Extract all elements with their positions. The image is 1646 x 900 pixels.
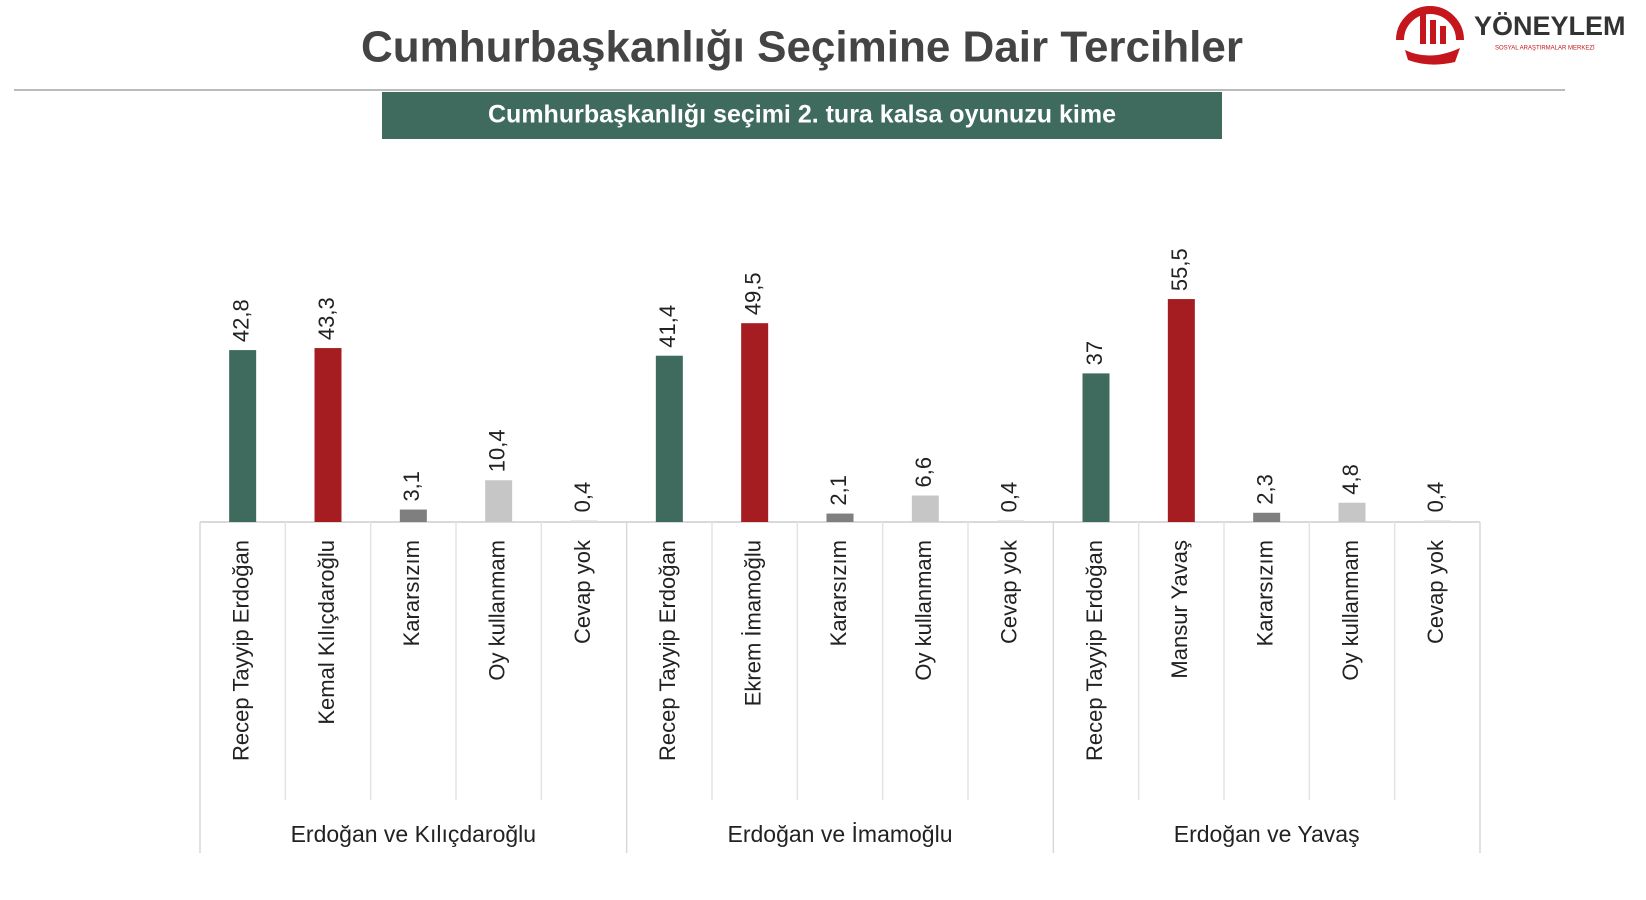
value-label: 42,8 [228, 299, 253, 342]
value-label: 2,1 [826, 475, 851, 506]
logo-hand [1405, 48, 1460, 65]
x-tick-label: Oy kullanmam [1338, 540, 1363, 681]
logo-arc [1396, 6, 1464, 41]
value-label: 0,4 [570, 482, 595, 513]
bar [826, 513, 854, 522]
logo: YÖNEYLEM SOSYAL ARAŞTIRMALAR MERKEZİ [1396, 6, 1626, 65]
x-tick-label: Kararsızım [399, 540, 424, 646]
value-label: 43,3 [314, 297, 339, 340]
subtitle-box [382, 92, 1222, 139]
x-tick-label: Cevap yok [996, 539, 1021, 644]
value-label: 0,4 [996, 482, 1021, 513]
group-label: Erdoğan ve Kılıçdaroğlu [291, 821, 537, 847]
bar [1167, 299, 1195, 522]
x-tick-label: Ekrem İmamoğlu [740, 540, 765, 706]
bar [570, 520, 598, 522]
bar [1338, 502, 1366, 522]
bar [1082, 373, 1110, 522]
x-tick-label: Kemal Kılıçdaroğlu [314, 540, 339, 725]
x-tick-label: Cevap yok [1423, 539, 1448, 644]
chart-subtitle: Cumhurbaşkanlığı seçimi 2. tura kalsa oy… [488, 101, 1116, 129]
value-label: 41,4 [655, 305, 680, 348]
x-tick-label: Mansur Yavaş [1167, 540, 1192, 679]
value-label: 49,5 [740, 272, 765, 315]
x-tick-label: Recep Tayyip Erdoğan [228, 540, 253, 761]
value-label: 0,4 [1423, 482, 1448, 513]
bar [1253, 512, 1281, 522]
bar [741, 323, 769, 522]
value-label: 37 [1082, 341, 1107, 365]
x-tick-label: Oy kullanmam [484, 540, 509, 681]
bar [1423, 520, 1451, 522]
value-label: 2,3 [1252, 474, 1277, 505]
bar [399, 509, 427, 522]
bar [911, 495, 939, 522]
x-tick-label: Cevap yok [570, 539, 595, 644]
value-label: 4,8 [1338, 464, 1363, 495]
bar [485, 480, 513, 522]
bar [997, 520, 1025, 522]
group-label: Erdoğan ve Yavaş [1174, 821, 1360, 847]
group-label: Erdoğan ve İmamoğlu [727, 821, 952, 847]
chart-title: Cumhurbaşkanlığı Seçimine Dair Tercihler [361, 23, 1243, 72]
value-label: 10,4 [484, 429, 509, 472]
bar [229, 350, 257, 522]
x-tick-label: Kararsızım [826, 540, 851, 646]
value-label: 3,1 [399, 471, 424, 502]
x-tick-label: Recep Tayyip Erdoğan [655, 540, 680, 761]
bar [314, 348, 342, 522]
value-label: 6,6 [911, 457, 936, 488]
bar [655, 355, 683, 522]
logo-name: YÖNEYLEM [1474, 11, 1626, 41]
logo-bar [1430, 20, 1436, 44]
logo-subtitle: SOSYAL ARAŞTIRMALAR MERKEZİ [1495, 45, 1595, 52]
logo-bar [1420, 14, 1426, 44]
x-tick-label: Oy kullanmam [911, 540, 936, 681]
logo-bar [1440, 26, 1446, 44]
x-tick-label: Recep Tayyip Erdoğan [1082, 540, 1107, 761]
value-label: 55,5 [1167, 248, 1192, 291]
x-tick-label: Kararsızım [1252, 540, 1277, 646]
